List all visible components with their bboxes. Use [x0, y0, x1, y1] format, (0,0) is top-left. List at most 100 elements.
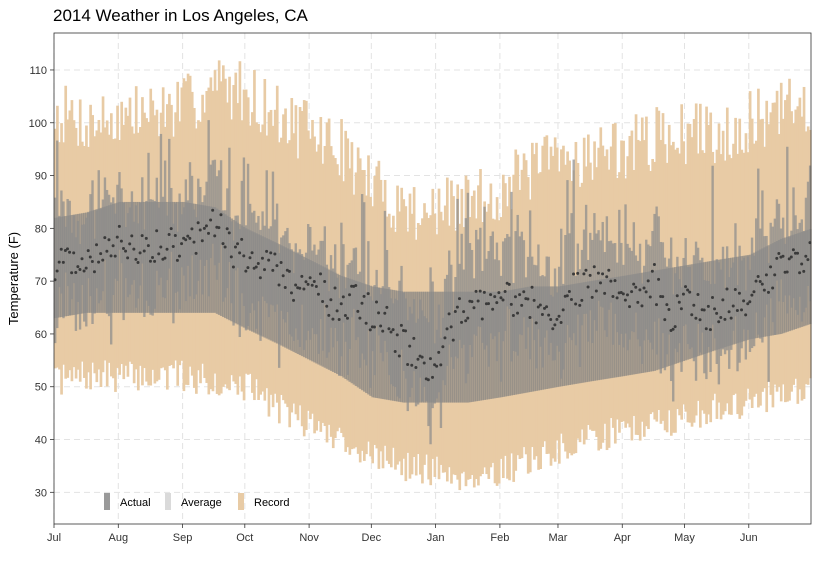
actual-point: [254, 265, 258, 269]
actual-bar: [321, 240, 324, 351]
actual-point: [186, 234, 190, 238]
actual-point: [194, 251, 198, 255]
actual-bar: [348, 262, 351, 349]
actual-point: [323, 279, 327, 283]
average-bar: [545, 286, 549, 389]
actual-bar: [80, 224, 84, 285]
actual-bar: [141, 177, 144, 264]
record-bar: [640, 117, 644, 422]
actual-point: [171, 245, 175, 249]
actual-bar: [219, 160, 223, 245]
actual-bar: [128, 207, 132, 295]
actual-bar: [684, 238, 687, 325]
average-bar: [190, 203, 194, 313]
actual-bar: [744, 290, 748, 360]
actual-bar: [640, 283, 644, 364]
actual-bar: [103, 177, 107, 260]
actual-point: [802, 269, 806, 273]
actual-bar: [806, 181, 810, 286]
actual-point: [698, 318, 702, 322]
actual-bar: [201, 202, 204, 295]
actual-point: [312, 280, 316, 284]
actual-bar: [70, 232, 73, 300]
actual-point: [92, 270, 96, 274]
average-bar: [599, 279, 603, 380]
actual-bar: [557, 266, 561, 352]
actual-point: [601, 272, 605, 276]
actual-bar: [327, 291, 331, 353]
y-tick-label: 30: [35, 487, 47, 499]
actual-point: [383, 311, 387, 315]
x-tick-label: Mar: [548, 532, 567, 544]
actual-bar: [199, 186, 202, 260]
actual-point: [744, 313, 748, 317]
actual-point: [213, 234, 217, 238]
average-bar: [236, 222, 240, 325]
actual-bar: [750, 237, 754, 349]
actual-point: [319, 272, 323, 276]
actual-bar: [74, 237, 78, 331]
actual-point: [119, 239, 123, 243]
actual-bar: [107, 194, 111, 317]
actual-point: [304, 280, 308, 284]
actual-point: [551, 327, 555, 331]
actual-bar: [213, 159, 217, 266]
actual-point: [565, 294, 569, 298]
actual-bar: [147, 152, 150, 306]
actual-point: [708, 328, 712, 332]
actual-point: [497, 291, 501, 295]
x-tick-label: Aug: [109, 532, 129, 544]
actual-point: [300, 274, 304, 278]
average-bar: [501, 291, 505, 397]
actual-point: [686, 288, 690, 292]
y-tick-label: 80: [35, 223, 47, 235]
actual-bar: [369, 296, 372, 388]
y-tick-label: 110: [29, 65, 47, 77]
actual-point: [729, 316, 733, 320]
actual-point: [412, 336, 416, 340]
actual-point: [443, 336, 447, 340]
average-bar: [504, 290, 507, 397]
actual-point: [476, 299, 480, 303]
actual-bar: [265, 170, 268, 304]
average-bar: [481, 291, 484, 401]
actual-point: [124, 249, 128, 253]
actual-bar: [773, 218, 777, 335]
actual-bar: [643, 265, 646, 341]
actual-bar: [385, 249, 389, 353]
actual-bar: [659, 241, 662, 374]
actual-bar: [462, 269, 465, 345]
actual-point: [219, 213, 223, 217]
actual-point: [661, 295, 665, 299]
average-bar: [468, 291, 472, 403]
actual-point: [723, 317, 727, 321]
average-bar: [609, 277, 613, 379]
actual-bar: [300, 254, 304, 305]
actual-point: [377, 311, 381, 315]
average-bar: [377, 287, 381, 399]
actual-point: [180, 242, 184, 246]
actual-point: [277, 283, 281, 287]
actual-point: [735, 309, 739, 313]
actual-point: [752, 290, 756, 294]
actual-point: [198, 228, 202, 232]
actual-point: [740, 308, 744, 312]
actual-point: [134, 257, 138, 261]
actual-point: [777, 252, 781, 256]
actual-point: [507, 282, 511, 286]
actual-point: [428, 357, 432, 361]
actual-bar: [354, 247, 358, 341]
actual-bar: [738, 245, 741, 363]
actual-point: [628, 305, 632, 309]
actual-point: [756, 275, 760, 279]
average-bar: [520, 287, 524, 394]
actual-bar: [358, 271, 362, 368]
actual-bar: [280, 237, 283, 311]
actual-point: [804, 254, 808, 258]
actual-bar: [769, 222, 772, 299]
actual-point: [495, 301, 499, 305]
actual-bar: [76, 220, 80, 302]
actual-bar: [584, 204, 588, 314]
actual-point: [157, 252, 161, 256]
actual-bar: [54, 197, 57, 344]
